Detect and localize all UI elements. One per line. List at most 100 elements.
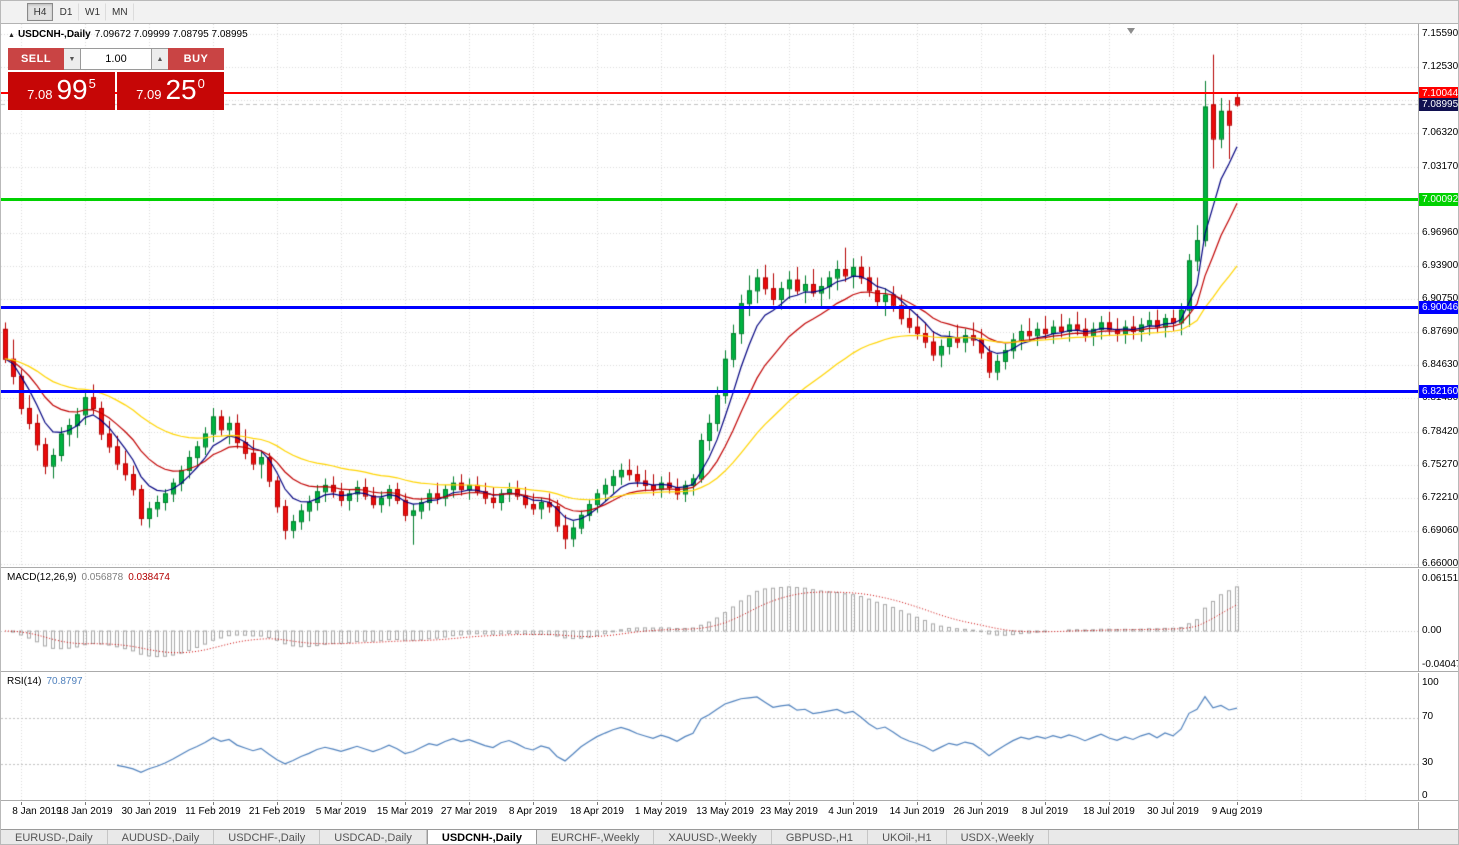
price-axis-label: 6.69060 bbox=[1422, 524, 1459, 536]
chart-title-ohlc: 7.09672 7.09999 7.08795 7.08995 bbox=[94, 29, 248, 40]
timeframe-button-mn[interactable]: MN bbox=[106, 3, 134, 21]
macd-main-value: 0.056878 bbox=[81, 572, 124, 583]
ask-price-display[interactable]: 7.09 25 0 bbox=[117, 72, 224, 110]
sell-button[interactable]: SELL bbox=[8, 48, 64, 70]
price-axis-label: 6.90750 bbox=[1422, 293, 1459, 304]
symbol-tab-ukoil[interactable]: UKOil-,H1 bbox=[868, 830, 947, 844]
time-axis-tick bbox=[533, 802, 534, 805]
rsi-axis-label: 100 bbox=[1422, 677, 1439, 688]
price-axis-label: 7.12530 bbox=[1422, 61, 1459, 73]
macd-signal-value: 0.038474 bbox=[128, 572, 170, 583]
time-axis-label: 4 Jun 2019 bbox=[828, 806, 878, 817]
ask-price-major: 7.09 bbox=[136, 87, 162, 102]
timeframe-button-h4[interactable]: H4 bbox=[27, 3, 53, 21]
price-axis-label: 7.06320 bbox=[1422, 127, 1459, 139]
chart-tabs-bar: EURUSD-,Daily AUDUSD-,Daily USDCHF-,Daily U… bbox=[1, 829, 1458, 844]
volume-increase-button[interactable]: ▲ bbox=[152, 48, 168, 70]
time-axis-tick bbox=[1237, 802, 1238, 805]
time-axis-label: 15 Mar 2019 bbox=[376, 806, 434, 817]
time-axis-label: 8 Apr 2019 bbox=[508, 806, 558, 817]
panel-resize-divider[interactable] bbox=[1, 567, 1458, 569]
symbol-tab-usdx[interactable]: USDX-,Weekly bbox=[947, 830, 1049, 844]
macd-axis-label: -0.04047 bbox=[1422, 659, 1459, 670]
symbol-tab-gbpusd[interactable]: GBPUSD-,H1 bbox=[772, 830, 869, 844]
symbol-tab-usdcad[interactable]: USDCAD-,Daily bbox=[320, 830, 427, 844]
panel-resize-divider[interactable] bbox=[1, 671, 1458, 673]
symbol-tab-audusd[interactable]: AUDUSD-,Daily bbox=[108, 830, 215, 844]
time-axis-tick bbox=[1045, 802, 1046, 805]
symbol-tab-usdchf[interactable]: USDCHF-,Daily bbox=[214, 830, 321, 844]
time-axis-tick bbox=[21, 802, 22, 805]
time-axis-tick bbox=[1109, 802, 1110, 805]
time-axis-label: 8 Jul 2019 bbox=[1021, 806, 1069, 817]
price-axis-label: 6.72210 bbox=[1422, 491, 1459, 503]
price-tag-level: 7.00092 bbox=[1419, 193, 1458, 207]
chart-panel: ▲ USDCNH-,Daily 7.09672 7.09999 7.08795 7.… bbox=[1, 24, 1459, 829]
timeframe-button-w1[interactable]: W1 bbox=[79, 3, 106, 21]
symbol-tab-usdcnh[interactable]: USDCNH-,Daily bbox=[426, 830, 537, 844]
macd-axis-label: 0.00 bbox=[1422, 625, 1442, 636]
price-tag-level: 6.90046 bbox=[1419, 300, 1458, 314]
price-axis-label: 6.93900 bbox=[1422, 259, 1459, 271]
time-axis-label: 21 Feb 2019 bbox=[248, 806, 306, 817]
rsi-axis-label: 30 bbox=[1422, 757, 1434, 768]
macd-indicator-label: MACD(12,26,9) 0.056878 0.038474 bbox=[7, 572, 170, 583]
chart-title-symbol: USDCNH-,Daily bbox=[17, 29, 91, 40]
time-axis-label: 30 Jan 2019 bbox=[121, 806, 177, 817]
rsi-value: 70.8797 bbox=[46, 676, 83, 687]
time-axis-tick bbox=[277, 802, 278, 805]
time-axis-label: 18 Jul 2019 bbox=[1083, 806, 1135, 817]
panel-resize-divider[interactable] bbox=[1, 800, 1458, 802]
level-line-6.82160[interactable] bbox=[1, 389, 1418, 393]
time-axis-label: 18 Apr 2019 bbox=[570, 806, 624, 817]
time-axis-tick bbox=[341, 802, 342, 805]
time-axis-tick bbox=[789, 802, 790, 805]
time-axis[interactable]: 8 Jan 2019 18 Jan 2019 30 Jan 2019 11 Feb 2… bbox=[1, 802, 1458, 829]
symbol-tab-xauusd[interactable]: XAUUSD-,Weekly bbox=[654, 830, 772, 844]
volume-input[interactable] bbox=[80, 48, 152, 70]
price-axis-label: 6.81480 bbox=[1422, 392, 1459, 404]
time-axis-tick bbox=[405, 802, 406, 805]
chart-shift-marker-icon[interactable] bbox=[1127, 28, 1135, 34]
time-axis-label: 27 Mar 2019 bbox=[440, 806, 498, 817]
price-axis[interactable]: 7.155907.125307.094707.063207.031707.000… bbox=[1418, 24, 1459, 829]
symbol-tab-eurchf[interactable]: EURCHF-,Weekly bbox=[537, 830, 655, 844]
macd-axis-label: 0.061514 bbox=[1422, 573, 1459, 584]
chart-title: ▲ USDCNH-,Daily 7.09672 7.09999 7.08795 7.… bbox=[8, 29, 248, 40]
symbol-tab-eurusd[interactable]: EURUSD-,Daily bbox=[1, 830, 108, 844]
macd-indicator-canvas[interactable] bbox=[1, 569, 1418, 671]
bid-price-display[interactable]: 7.08 99 5 bbox=[8, 72, 115, 110]
price-chart-canvas[interactable] bbox=[1, 24, 1418, 567]
level-line-7.10044[interactable] bbox=[1, 92, 1418, 95]
chevron-up-icon: ▲ bbox=[156, 55, 164, 63]
buy-button[interactable]: BUY bbox=[168, 48, 224, 70]
volume-dropdown-button[interactable]: ▼ bbox=[64, 48, 80, 70]
price-axis-label: 6.75270 bbox=[1422, 458, 1459, 470]
time-axis-label: 14 Jun 2019 bbox=[889, 806, 945, 817]
time-axis-tick bbox=[1173, 802, 1174, 805]
price-tag-level: 7.10044 bbox=[1419, 86, 1458, 100]
time-axis-tick bbox=[725, 802, 726, 805]
level-line-6.90046[interactable] bbox=[1, 305, 1418, 309]
price-axis-label: 7.03170 bbox=[1422, 160, 1459, 172]
time-axis-tick bbox=[469, 802, 470, 805]
rsi-indicator-canvas[interactable] bbox=[1, 673, 1418, 800]
time-axis-label: 8 Jan 2019 bbox=[12, 806, 62, 817]
symbol-arrow-icon: ▲ bbox=[8, 32, 15, 39]
price-axis-label: 6.96960 bbox=[1422, 226, 1459, 238]
time-axis-label: 1 May 2019 bbox=[634, 806, 688, 817]
level-line-7.00092[interactable] bbox=[1, 198, 1418, 202]
time-axis-tick bbox=[597, 802, 598, 805]
price-axis-label: 6.78420 bbox=[1422, 425, 1459, 437]
price-axis-label: 6.87690 bbox=[1422, 326, 1459, 338]
time-axis-label: 30 Jul 2019 bbox=[1147, 806, 1199, 817]
timeframe-toolbar: H4 D1 W1 MN bbox=[1, 1, 1458, 24]
macd-title: MACD(12,26,9) bbox=[7, 572, 77, 583]
price-tag-current-bid: 7.08995 bbox=[1419, 97, 1458, 111]
rsi-axis-label: 70 bbox=[1422, 711, 1434, 722]
bid-price-major: 7.08 bbox=[27, 87, 53, 102]
price-axis-label: 7.15590 bbox=[1422, 28, 1459, 39]
timeframe-button-d1[interactable]: D1 bbox=[53, 3, 79, 21]
